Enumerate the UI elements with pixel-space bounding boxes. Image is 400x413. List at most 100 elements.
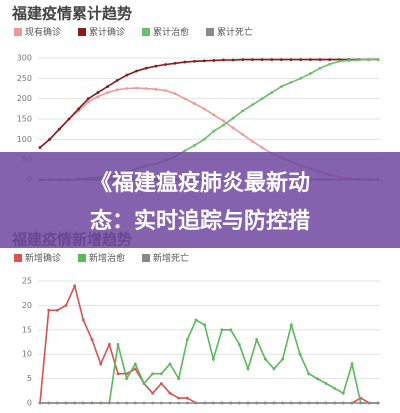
banner-bg — [0, 152, 400, 248]
point — [151, 401, 155, 405]
point — [164, 63, 167, 66]
point — [73, 284, 77, 288]
point — [81, 318, 85, 322]
point — [173, 61, 177, 65]
legend-label: 累计死亡 — [217, 26, 253, 38]
point — [125, 87, 129, 90]
point — [299, 58, 303, 62]
point — [298, 352, 302, 356]
point — [328, 58, 332, 62]
point — [193, 102, 196, 105]
point — [289, 81, 293, 84]
point — [183, 60, 187, 64]
y-tick-label: 15 — [22, 325, 32, 334]
point — [202, 59, 206, 63]
point — [185, 338, 189, 341]
legend-swatch — [78, 28, 87, 36]
point — [241, 133, 245, 136]
point — [281, 357, 285, 361]
legend-label: 现有确诊 — [25, 26, 61, 38]
point — [38, 401, 42, 405]
point — [222, 119, 225, 123]
point — [116, 401, 120, 405]
point — [359, 401, 363, 405]
point — [185, 401, 189, 405]
point — [263, 357, 267, 361]
point — [133, 367, 137, 371]
point — [125, 401, 129, 405]
y-tick-label: 20 — [22, 301, 32, 310]
banner-line: 《福建瘟疫肺炎最新动 — [90, 170, 310, 196]
point — [222, 123, 225, 127]
point — [173, 92, 177, 96]
point — [376, 401, 380, 405]
point — [177, 396, 181, 400]
point — [116, 372, 120, 376]
point — [309, 72, 312, 75]
point — [260, 146, 264, 149]
point — [116, 343, 120, 346]
point — [281, 401, 285, 405]
point — [154, 87, 158, 91]
y-tick-label: 200 — [17, 94, 32, 103]
point — [159, 382, 163, 385]
point — [193, 144, 196, 147]
point — [64, 401, 68, 405]
point — [125, 377, 129, 380]
point — [168, 362, 172, 366]
point — [246, 367, 250, 371]
point — [135, 86, 138, 90]
point — [99, 362, 103, 366]
point — [350, 401, 354, 405]
point — [73, 401, 77, 405]
point — [246, 401, 250, 405]
legend-label: 新增治愈 — [89, 252, 125, 264]
point — [86, 97, 90, 101]
point — [159, 372, 163, 376]
point — [96, 91, 100, 94]
point — [144, 87, 148, 90]
point — [107, 401, 111, 405]
point — [38, 146, 42, 149]
legend-swatch — [14, 28, 22, 36]
point — [255, 338, 259, 341]
point — [272, 401, 276, 405]
point — [164, 89, 167, 92]
point — [135, 69, 138, 73]
point — [231, 58, 235, 62]
point — [81, 401, 85, 405]
series-line — [39, 58, 378, 149]
point — [193, 59, 196, 63]
point — [142, 382, 146, 385]
point — [211, 401, 215, 405]
point — [142, 401, 146, 405]
point — [255, 401, 259, 405]
point — [350, 362, 354, 366]
banner-line: 态：实时追踪与防控措 — [90, 208, 310, 234]
point — [183, 97, 187, 101]
point — [48, 137, 52, 141]
point — [328, 62, 332, 66]
point — [90, 401, 94, 405]
point — [96, 95, 100, 99]
point — [333, 386, 337, 390]
point — [231, 126, 235, 130]
point — [272, 367, 276, 371]
point — [67, 117, 71, 121]
y-tick-label: 25 — [22, 277, 32, 286]
point — [307, 372, 311, 376]
point — [212, 59, 216, 62]
legend-swatch — [78, 254, 87, 262]
point — [185, 396, 189, 400]
point — [77, 107, 81, 111]
point — [47, 401, 51, 405]
point — [241, 109, 245, 113]
point — [106, 91, 109, 94]
point — [64, 304, 68, 307]
chart-title: 福建疫情累计趋势 — [11, 5, 132, 23]
point — [280, 58, 283, 62]
y-tick-label: 5 — [27, 374, 32, 383]
y-tick-label: 150 — [17, 115, 32, 124]
